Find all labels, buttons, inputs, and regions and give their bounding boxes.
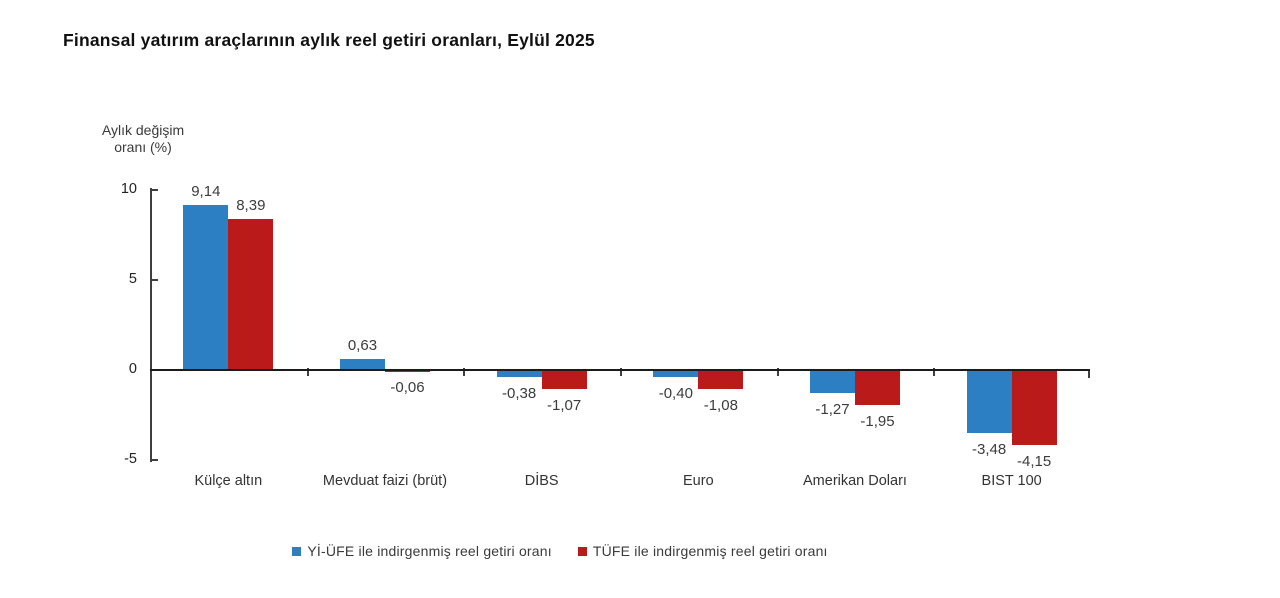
legend-item-yi-ufe: Yİ-ÜFE ile indirgenmiş reel getiri oranı	[292, 543, 552, 559]
bar-blue	[496, 370, 542, 377]
legend-label: TÜFE ile indirgenmiş reel getiri oranı	[592, 543, 828, 559]
value-label: -1,95	[860, 413, 895, 431]
y-tick-label: 5	[128, 271, 137, 287]
bar-blue	[183, 205, 229, 370]
legend-swatch-red	[577, 546, 587, 556]
y-axis-tick	[150, 459, 158, 461]
bar-blue	[810, 370, 855, 393]
value-label: 0,63	[347, 336, 378, 354]
bar-blue	[653, 370, 699, 378]
value-label: -3,48	[972, 440, 1007, 458]
value-label: -0,38	[502, 384, 537, 402]
bar-blue	[966, 370, 1012, 433]
chart-title: Finansal yatırım araçlarının aylık reel …	[63, 30, 595, 50]
value-label: -4,15	[1017, 452, 1052, 470]
category-label: Euro	[683, 473, 714, 489]
x-axis-tick	[463, 368, 466, 376]
value-label: -1,07	[547, 397, 582, 415]
legend-label: Yİ-ÜFE ile indirgenmiş reel getiri oranı	[307, 543, 552, 559]
value-label: -1,08	[703, 397, 738, 415]
bar-red	[541, 370, 587, 390]
value-label: -1,27	[815, 400, 850, 418]
x-axis-tick	[933, 368, 936, 376]
y-tick-label: 0	[128, 361, 137, 377]
category-label: Amerikan Doları	[803, 473, 907, 489]
legend: Yİ-ÜFE ile indirgenmiş reel getiri oranı…	[0, 543, 1120, 559]
y-axis-title: Aylık değişim oranı (%)	[101, 122, 185, 155]
category-label: Mevduat faizi (brüt)	[322, 473, 448, 489]
value-label: 8,39	[236, 196, 266, 214]
legend-swatch-blue	[292, 546, 302, 556]
x-axis-end-tick	[1088, 370, 1090, 378]
y-axis-tick	[150, 189, 158, 191]
x-axis-tick	[776, 368, 779, 376]
bar-red	[855, 370, 900, 406]
value-label: -0,06	[390, 379, 425, 397]
bar-red	[698, 370, 744, 390]
value-label: -0,40	[658, 385, 693, 403]
y-axis-tick	[150, 279, 158, 281]
category-label: DİBS	[524, 473, 559, 489]
x-axis-tick	[306, 368, 309, 376]
x-axis-zero-line	[150, 369, 1090, 371]
category-label: Külçe altın	[194, 473, 263, 489]
category-label: BIST 100	[981, 473, 1042, 489]
value-label: 9,14	[191, 183, 221, 201]
bar-red	[228, 218, 274, 370]
bar-blue	[340, 358, 385, 370]
bar-red	[1011, 370, 1057, 445]
y-tick-label: 10	[120, 181, 137, 197]
x-axis-tick	[620, 368, 622, 376]
y-tick-label: -5	[124, 451, 137, 467]
legend-item-tufe: TÜFE ile indirgenmiş reel getiri oranı	[577, 543, 828, 559]
y-axis-line	[150, 188, 152, 462]
